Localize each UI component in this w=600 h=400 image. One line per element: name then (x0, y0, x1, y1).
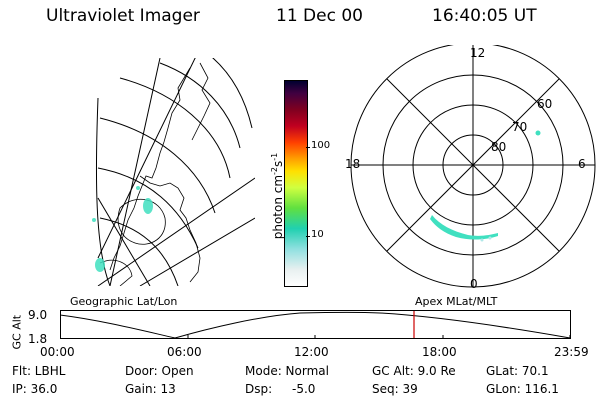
timeline-ylabel: GC Alt (10, 314, 24, 350)
lat-label-60: 60 (537, 97, 553, 111)
coastline (139, 175, 201, 283)
lon-line (97, 197, 151, 286)
colorbar-tick-mark (306, 236, 310, 237)
timeline-ytick-top: 9.0 (28, 308, 48, 322)
color-bar (284, 80, 308, 287)
geographic-caption: Geographic Lat/Lon (70, 295, 178, 308)
timeline-label-2359: 23:59 (554, 345, 589, 359)
time-label: 16:40:05 UT (432, 6, 537, 26)
polar-plot (350, 45, 596, 288)
seq-label: Seq: 39 (372, 382, 418, 396)
lat-arc (159, 62, 241, 149)
mode-label: Mode: Normal (245, 364, 329, 378)
lon-line (97, 58, 196, 259)
colorbar-tick-mark (306, 147, 310, 148)
lat-arc (99, 117, 216, 214)
instrument-title: Ultraviolet Imager (46, 6, 200, 26)
lon-line (109, 58, 161, 286)
aurora-oval (430, 215, 498, 240)
geographic-map (92, 58, 255, 286)
timeline-label-0600: 06:00 (167, 345, 202, 359)
timeline-label-0000: 00:00 (40, 345, 75, 359)
gc-alt-label: GC Alt: 9.0 Re (372, 364, 456, 378)
aurora-spot (92, 218, 96, 222)
lat-label-70: 70 (512, 120, 528, 134)
altitude-curve (60, 311, 571, 339)
timeline-ytick-bottom: 1.8 (28, 332, 48, 346)
coastline (99, 259, 133, 286)
aurora-spot (535, 130, 541, 136)
ip-label: IP: 36.0 (12, 382, 58, 396)
lat-arc (119, 77, 231, 179)
lon-line (139, 217, 255, 286)
aurora-spot (95, 258, 105, 272)
altitude-timeline (60, 310, 571, 339)
door-label: Door: Open (125, 364, 194, 378)
lat-arc (212, 58, 253, 129)
mlt-label-0: 0 (470, 277, 478, 291)
colorbar-tick-10: 10 (311, 229, 324, 240)
date-label: 11 Dec 00 (276, 6, 363, 26)
coastline (117, 199, 166, 245)
dsp-value: -5.0 (292, 382, 316, 396)
colorbar-unit-label: photon cm-2s-1 (270, 152, 285, 240)
timeline-frame (60, 310, 571, 339)
mlt-label-12: 12 (470, 46, 486, 60)
coastline (109, 67, 191, 271)
glon-label: GLon: 116.1 (486, 382, 559, 396)
aurora-spot (488, 236, 492, 240)
lat-arc (99, 217, 179, 286)
gain-label: Gain: 13 (125, 382, 176, 396)
colorbar-tick-100: 100 (311, 140, 331, 151)
dsp-label: Dsp: (245, 382, 273, 396)
lat-label-80: 80 (491, 140, 507, 154)
apex-caption: Apex MLat/MLT (415, 295, 498, 308)
lat-arc (97, 167, 199, 249)
timeline-label-1200: 12:00 (294, 345, 329, 359)
mlt-label-6: 6 (578, 157, 586, 171)
filter-label: Flt: LBHL (12, 364, 66, 378)
aurora-spot (480, 238, 484, 242)
limb (95, 97, 111, 286)
glat-label: GLat: 70.1 (486, 364, 549, 378)
polar-axis-diagonal (386, 78, 560, 252)
coastline (191, 62, 211, 141)
timeline-label-1800: 18:00 (422, 345, 457, 359)
lon-line (97, 177, 255, 286)
aurora-spot (136, 186, 140, 190)
mlt-label-18: 18 (345, 157, 361, 171)
aurora-spot (143, 198, 153, 214)
